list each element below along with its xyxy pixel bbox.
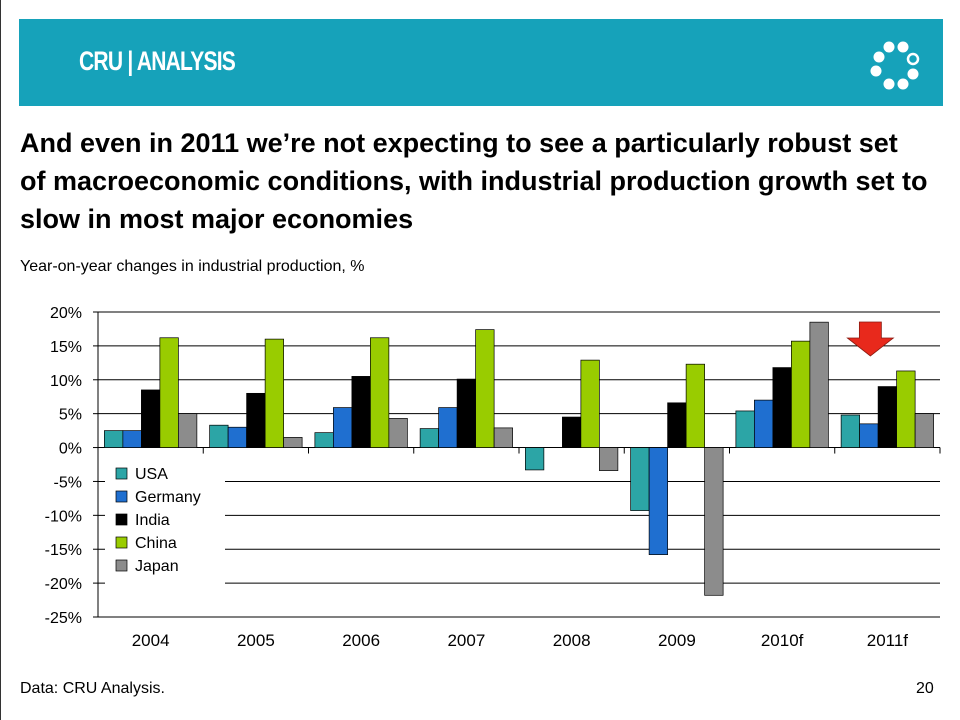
bar-japan (283, 437, 303, 448)
bar-china (370, 337, 390, 448)
bar-india (877, 386, 897, 448)
y-tick-label: 0% (59, 441, 82, 458)
legend-swatch-japan (115, 559, 128, 572)
y-tick-label: -25% (45, 610, 82, 627)
bar-india (456, 378, 476, 448)
cru-analysis-logo: CRU | ANALYSIS (79, 46, 236, 76)
legend-label-usa: USA (135, 466, 168, 483)
bar-usa (735, 410, 755, 448)
bar-china (896, 370, 916, 448)
bar-china (685, 363, 705, 448)
y-tick-label: -5% (54, 474, 82, 491)
bar-china (475, 329, 495, 448)
bar-india (562, 416, 582, 448)
slide-title: And even in 2011 we’re not expecting to … (20, 128, 928, 234)
x-tick-label: 2008 (553, 631, 591, 650)
bar-india (351, 376, 371, 448)
x-tick-label: 2004 (132, 631, 170, 650)
legend-label-germany: Germany (135, 489, 201, 506)
legend-swatch-usa (115, 467, 128, 480)
bar-usa (630, 447, 650, 511)
x-tick-label: 2009 (658, 631, 696, 650)
x-tick-label: 2006 (342, 631, 380, 650)
bar-india (141, 389, 161, 448)
x-tick-label: 2010f (761, 631, 804, 650)
red-down-arrow-icon (846, 321, 895, 357)
bar-japan (704, 447, 724, 596)
source-note: Data: CRU Analysis. (20, 680, 165, 697)
bar-india (246, 392, 266, 448)
legend-swatch-china (115, 536, 128, 549)
bar-germany (754, 399, 774, 448)
bar-japan (809, 321, 829, 448)
bar-japan (493, 427, 513, 448)
bar-china (791, 340, 811, 448)
header-bar: CRU | ANALYSIS (19, 19, 943, 106)
bar-china (264, 338, 284, 448)
bar-germany (227, 426, 247, 448)
bar-chart: 20% 15% 10% 5% 0% -5% -10% -15% -20% -25% 2004 2005… (45, 305, 941, 650)
y-tick-label: 10% (50, 373, 82, 390)
bar-germany (333, 407, 353, 448)
bar-usa (840, 414, 860, 448)
legend-label-japan: Japan (135, 558, 179, 575)
bar-china (580, 359, 600, 448)
bar-india (667, 402, 687, 448)
y-tick-label: 20% (50, 305, 82, 322)
x-tick-label: 2007 (447, 631, 485, 650)
left-border (0, 0, 1, 720)
circle-of-dots-icon (870, 41, 920, 90)
bar-usa (209, 424, 229, 448)
y-tick-label: -20% (45, 576, 82, 593)
legend-label-india: India (135, 512, 170, 529)
bar-usa (314, 432, 334, 448)
y-tick-label: -15% (45, 542, 82, 559)
y-tick-label: -10% (45, 508, 82, 525)
bar-usa (104, 430, 124, 448)
page-number: 20 (916, 680, 934, 697)
bar-india (772, 367, 792, 448)
bar-germany (648, 447, 668, 555)
bar-germany (438, 407, 458, 448)
x-tick-label: 2005 (237, 631, 275, 650)
x-tick-label: 2011f (867, 631, 909, 650)
bar-china (159, 337, 179, 448)
bar-germany (122, 430, 142, 448)
bar-usa (525, 447, 545, 471)
bar-germany (859, 423, 879, 448)
y-tick-label: 15% (50, 339, 82, 356)
y-tick-label: 5% (59, 407, 82, 424)
bar-japan (914, 413, 934, 448)
legend-label-china: China (135, 535, 177, 552)
chart-subtitle: Year-on-year changes in industrial produ… (20, 258, 365, 275)
bar-japan (178, 413, 198, 448)
bar-japan (388, 418, 408, 448)
legend-swatch-germany (115, 490, 128, 503)
bar-usa (419, 428, 439, 448)
legend-background (105, 458, 225, 600)
bar-japan (599, 447, 619, 471)
legend-swatch-india (115, 513, 128, 526)
